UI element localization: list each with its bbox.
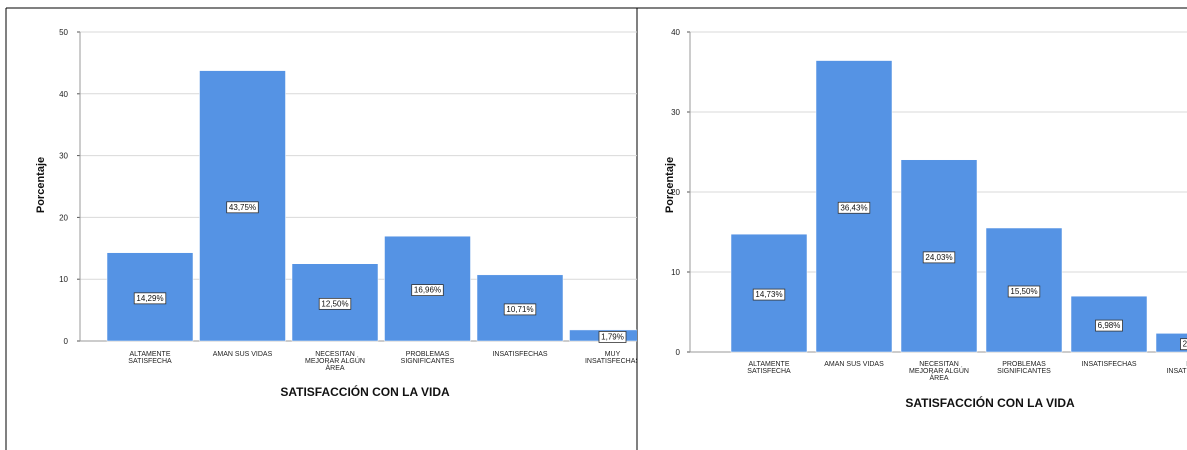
- data-label: 16,96%: [414, 286, 441, 295]
- category-label: ALTAMENTE: [749, 361, 790, 368]
- data-label-box: [752, 288, 786, 301]
- data-label: 2,33%: [1183, 340, 1187, 349]
- data-label-box: [922, 251, 956, 264]
- category-label: MUY: [605, 351, 621, 358]
- x-axis-title: SATISFACCIÓN CON LA VIDA: [905, 395, 1075, 410]
- category-label: AMAN SUS VIDAS: [824, 361, 884, 368]
- y-tick-label: 30: [671, 108, 680, 117]
- category-label: PROBLEMAS: [1002, 361, 1046, 368]
- bar: [1155, 333, 1187, 353]
- data-label: 14,29%: [136, 294, 163, 303]
- data-label: 36,43%: [840, 203, 867, 212]
- category-label: SATISFECHA: [747, 368, 791, 375]
- y-tick-label: 20: [671, 188, 680, 197]
- data-label: 15,50%: [1010, 287, 1037, 296]
- category-label: SATISFECHA: [128, 358, 172, 365]
- data-label-box: [411, 284, 444, 296]
- data-label-box: [1095, 319, 1123, 332]
- category-label: NECESITAN: [315, 351, 355, 358]
- category-label: MEJORAR ALGÚN: [909, 366, 969, 375]
- data-label-box: [837, 201, 871, 214]
- data-label: 43,75%: [229, 203, 256, 212]
- data-label: 6,98%: [1098, 321, 1121, 330]
- category-label: PROBLEMAS: [406, 351, 450, 358]
- category-label: AMAN SUS VIDAS: [213, 351, 273, 358]
- y-tick-label: 30: [59, 152, 68, 161]
- y-tick-label: 40: [59, 90, 68, 99]
- category-label: INSATISFECHAS: [1166, 368, 1187, 375]
- data-label: 14,73%: [755, 290, 782, 299]
- data-label-box: [1180, 338, 1187, 351]
- y-tick-label: 40: [671, 28, 680, 37]
- y-tick-label: 0: [64, 337, 69, 346]
- category-label: ÁREA: [929, 373, 948, 382]
- category-label: NECESITAN: [919, 361, 959, 368]
- category-label: SIGNIFICANTES: [997, 368, 1051, 375]
- category-label: INSATISFECHAS: [1081, 361, 1136, 368]
- y-tick-label: 0: [676, 348, 681, 357]
- data-label-box: [133, 292, 167, 305]
- category-label: INSATISFECHAS: [492, 351, 547, 358]
- data-label-box: [318, 297, 352, 310]
- y-tick-label: 10: [671, 268, 680, 277]
- category-label: SIGNIFICANTES: [401, 358, 455, 365]
- category-label: ÁREA: [325, 363, 344, 372]
- data-label: 12,50%: [321, 299, 348, 308]
- data-label-box: [503, 303, 537, 316]
- y-axis-title: Porcentaje: [664, 157, 676, 213]
- category-label: MEJORAR ALGÚN: [305, 356, 365, 365]
- x-axis-title: SATISFACCIÓN CON LA VIDA: [280, 384, 450, 399]
- y-tick-label: 10: [59, 275, 68, 284]
- data-label: 24,03%: [925, 253, 952, 262]
- data-label-box: [226, 201, 259, 214]
- category-label: ALTAMENTE: [130, 351, 171, 358]
- y-tick-label: 50: [59, 28, 68, 37]
- category-label: INSATISFECHAS: [585, 358, 640, 365]
- data-label-box: [1007, 285, 1041, 298]
- data-label-box: [598, 331, 627, 343]
- y-tick-label: 20: [59, 213, 68, 222]
- data-label: 1,79%: [601, 332, 624, 341]
- data-label: 10,71%: [506, 305, 533, 314]
- y-axis-title: Porcentaje: [35, 157, 47, 213]
